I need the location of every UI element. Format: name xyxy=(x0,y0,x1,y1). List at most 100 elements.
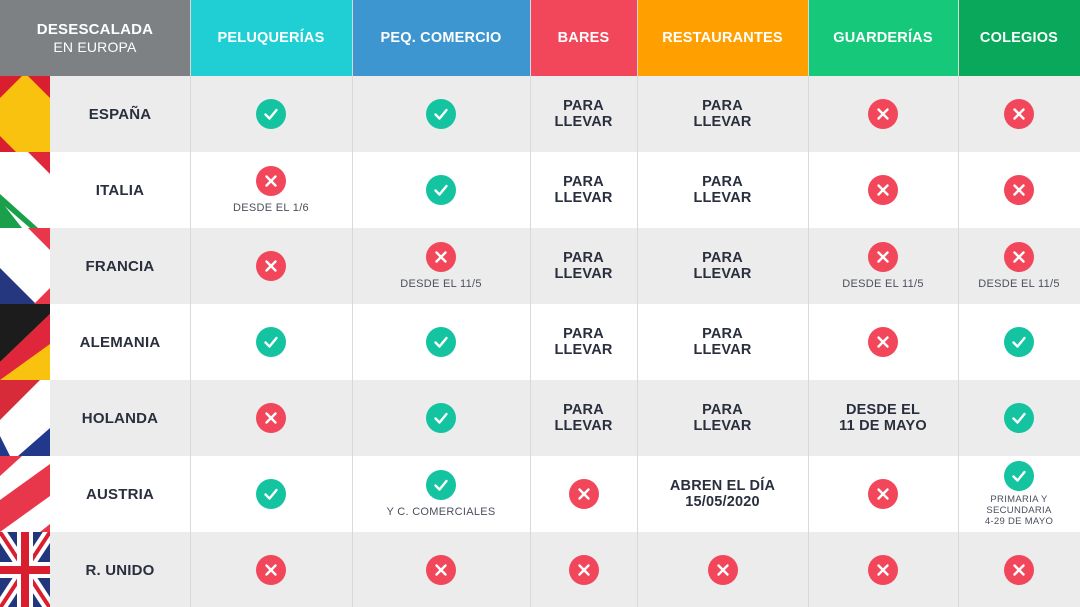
netherlands-flag-icon xyxy=(0,380,50,456)
column-divider xyxy=(958,0,959,607)
table-title: DESESCALADA EN EUROPA xyxy=(0,0,190,76)
table-row: HOLANDA PARA LLEVAR PARA LLEVAR DESDE EL 11 DE… xyxy=(0,380,1080,456)
check-icon xyxy=(426,99,456,129)
table-cell xyxy=(958,532,1080,607)
table-cell xyxy=(808,76,958,152)
cell-text: LLEVAR xyxy=(693,190,752,206)
country-name: HOLANDA xyxy=(81,409,159,427)
table-cell xyxy=(808,456,958,532)
cell-text: 15/05/2020 xyxy=(685,494,760,510)
cross-icon xyxy=(568,479,599,509)
table-cell: ABREN EL DÍA 15/05/2020 xyxy=(637,456,808,532)
cell-text: LLEVAR xyxy=(693,342,752,358)
cross-icon xyxy=(1004,242,1034,272)
cross-icon xyxy=(868,242,898,272)
table-cell xyxy=(808,532,958,607)
cell-text: PARA xyxy=(563,173,604,190)
cell-text: DESDE EL xyxy=(845,401,921,418)
check-icon xyxy=(426,327,456,357)
country-name: FRANCIA xyxy=(85,257,155,275)
table-cell: PARA LLEVAR xyxy=(530,380,637,456)
cross-icon xyxy=(256,403,286,433)
cell-text: LLEVAR xyxy=(554,342,613,358)
cell-text: LLEVAR xyxy=(693,418,752,434)
cross-icon xyxy=(868,175,898,205)
cell-text: LLEVAR xyxy=(554,266,613,282)
table-cell: PARA LLEVAR xyxy=(637,380,808,456)
table-row: ITALIA DESDE EL 1/6 PARA LLEVAR PARA LLEVAR xyxy=(0,152,1080,228)
check-icon xyxy=(1004,461,1034,491)
table-cell xyxy=(808,304,958,380)
table-cell xyxy=(190,456,352,532)
cross-icon xyxy=(426,555,456,585)
table-cell: PRIMARIA Y SECUNDARIA 4-29 DE MAYO xyxy=(958,456,1080,532)
cross-icon xyxy=(256,166,286,196)
uk-flag-icon xyxy=(0,532,50,607)
check-icon xyxy=(256,327,286,357)
table-cell xyxy=(637,532,808,607)
column-header-label: GUARDERÍAS xyxy=(833,30,933,46)
cell-note: PRIMARIA Y xyxy=(990,494,1048,505)
table-cell xyxy=(958,152,1080,228)
table-cell xyxy=(190,76,352,152)
table-header: DESESCALADA EN EUROPA PELUQUERÍAS PEQ. C… xyxy=(0,0,1080,85)
table-cell: DESDE EL 11 DE MAYO xyxy=(808,380,958,456)
cross-icon xyxy=(568,555,599,585)
cell-note: DESDE EL 11/5 xyxy=(978,278,1060,290)
table-cell xyxy=(352,304,530,380)
cross-icon xyxy=(1004,99,1034,129)
cross-icon xyxy=(426,242,456,272)
country-name: ALEMANIA xyxy=(79,333,161,351)
table-cell xyxy=(958,76,1080,152)
column-divider xyxy=(808,0,809,607)
cell-text: PARA xyxy=(702,401,743,418)
table-cell xyxy=(352,152,530,228)
table-cell: DESDE EL 1/6 xyxy=(190,152,352,228)
cell-text: PARA xyxy=(702,325,743,342)
column-header-restaurantes: RESTAURANTES xyxy=(637,0,808,85)
table-cell: DESDE EL 11/5 xyxy=(352,228,530,304)
check-icon xyxy=(256,99,286,129)
check-icon xyxy=(426,403,456,433)
country-name: R. UNIDO xyxy=(85,561,155,579)
table-cell xyxy=(530,456,637,532)
table-row: R. UNIDO xyxy=(0,532,1080,607)
column-header-peq-comercio: PEQ. COMERCIO xyxy=(352,0,530,85)
table-row: AUSTRIA Y C. COMERCIALES ABREN EL DÍA 15/05… xyxy=(0,456,1080,532)
cross-icon xyxy=(868,555,898,585)
italy-flag-icon xyxy=(0,152,50,228)
table-title-line1: DESESCALADA xyxy=(36,20,154,38)
table-cell: DESDE EL 11/5 xyxy=(958,228,1080,304)
column-header-peluquerias: PELUQUERÍAS xyxy=(190,0,352,85)
column-divider xyxy=(352,0,353,607)
column-header-bares: BARES xyxy=(530,0,637,85)
table-cell: PARA LLEVAR xyxy=(637,304,808,380)
cell-text: LLEVAR xyxy=(554,418,613,434)
table-cell: PARA LLEVAR xyxy=(530,76,637,152)
cross-icon xyxy=(1004,175,1034,205)
table-cell xyxy=(958,304,1080,380)
cell-note: DESDE EL 11/5 xyxy=(400,278,482,290)
table-row: ESPAÑA PARA LLEVAR PARA LLEVAR xyxy=(0,76,1080,152)
table-cell: PARA LLEVAR xyxy=(530,304,637,380)
cell-text: PARA xyxy=(702,97,743,114)
france-flag-icon xyxy=(0,228,50,304)
table-cell xyxy=(190,228,352,304)
cross-icon xyxy=(1004,555,1034,585)
check-icon xyxy=(426,175,456,205)
cell-text: LLEVAR xyxy=(554,114,613,130)
table-cell: PARA LLEVAR xyxy=(637,76,808,152)
table-cell xyxy=(808,152,958,228)
column-divider xyxy=(190,0,191,607)
column-header-label: BARES xyxy=(557,30,610,46)
cross-icon xyxy=(707,555,738,585)
table-cell: PARA LLEVAR xyxy=(530,228,637,304)
table-cell: PARA LLEVAR xyxy=(637,152,808,228)
table-cell xyxy=(352,532,530,607)
cross-icon xyxy=(868,479,898,509)
country-name: ITALIA xyxy=(95,181,145,199)
table-row: ALEMANIA PARA LLEVAR PARA LLEVAR xyxy=(0,304,1080,380)
cell-text: PARA xyxy=(563,401,604,418)
check-icon xyxy=(426,470,456,500)
